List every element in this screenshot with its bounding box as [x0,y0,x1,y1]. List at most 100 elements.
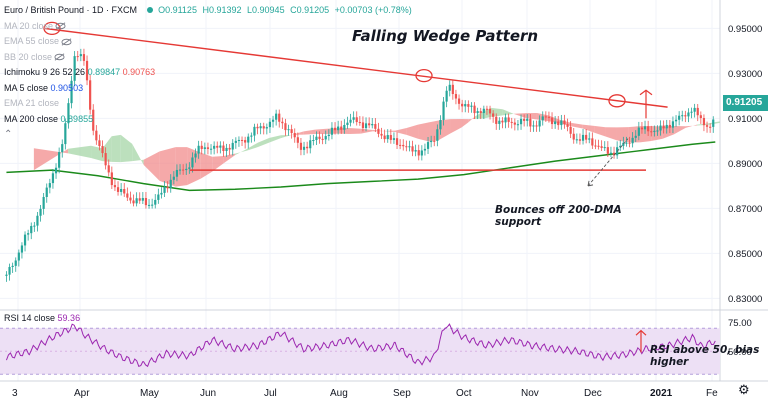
ichimoku-cloud-segment [406,124,419,139]
candle-body [203,147,206,149]
candle-body [151,204,154,206]
candle-body [420,150,423,156]
candle-body [572,133,575,140]
candle-body [433,140,436,142]
candle-body [436,129,439,141]
candle-body [678,115,681,120]
candle-body [141,198,144,201]
indicator-ema21[interactable]: EMA 21 close [4,98,60,108]
candle-body [662,125,665,129]
rsi-tick-label: 75.00 [728,318,752,329]
ichimoku-cloud-segment [349,127,361,134]
candle-body [36,215,39,226]
candle-body [200,145,203,149]
candle-body [640,127,644,130]
ichimoku-cloud-segment [685,124,697,128]
candle-body [523,118,526,121]
indicator-bb20[interactable]: BB 20 close [4,50,415,66]
indicator-ma200[interactable]: MA 200 close 0.89855 [4,113,94,124]
candle-body [386,135,389,140]
candle-body [631,137,634,144]
eye-hidden-icon[interactable] [61,38,72,46]
candle-body [98,140,101,147]
chevron-up-icon[interactable]: ⌃ [4,129,13,140]
ichimoku-cloud-segment [525,112,537,120]
indicator-ma20[interactable]: MA 20 close [4,19,415,35]
candle-body [178,169,182,171]
price-tick-label: 0.87000 [728,204,762,215]
time-tick-label: Nov [521,388,539,399]
candle-body [244,140,247,143]
candle-body [674,119,678,122]
candle-body [11,265,14,267]
candle-body [588,138,591,140]
candle-body [423,148,427,151]
candle-body [501,120,504,123]
symbol-name[interactable]: Euro / British Pound · 1D · FXCM [4,5,138,15]
candle-body [461,103,464,107]
candle-body [457,98,461,104]
candle-body [364,123,368,129]
candle-body [529,118,532,127]
indicator-ema55[interactable]: EMA 55 close [4,34,415,50]
candle-body [284,123,287,131]
candle-body [402,144,405,147]
time-tick-label: Oct [456,388,472,399]
candle-body [634,135,637,138]
candle-body [268,121,272,128]
candle-body [42,196,45,209]
candle-body [492,113,495,117]
candle-body [637,127,640,136]
candle-body [581,134,585,141]
eye-hidden-icon[interactable] [55,22,66,30]
eye-hidden-icon[interactable] [54,53,65,61]
candle-body [346,122,349,125]
candle-body [253,126,256,136]
candle-body [389,135,392,140]
legend-header: Euro / British Pound · 1D · FXCM O0.9112… [4,3,415,19]
legend-collapse[interactable]: ⌃ [4,127,415,143]
candle-body [17,252,20,261]
candle-body [656,130,659,132]
ichimoku-cloud-segment [662,126,675,139]
candle-body [594,145,597,147]
ichimoku-cloud-segment [91,145,103,162]
ichimoku-cloud-segment [246,142,258,151]
ichimoku-cloud-segment [120,134,133,163]
candle-body [603,147,606,149]
ichimoku-cloud-segment [303,129,316,135]
candle-body [532,125,535,127]
candle-body [479,111,482,114]
candle-body [526,118,529,121]
gear-icon[interactable]: ⚙ [738,382,750,397]
indicator-ichimoku[interactable]: Ichimoku 9 26 52 26 0.89847 0.90763 [4,67,156,77]
candle-body [591,138,594,146]
candle-body [498,120,501,124]
projection-arrowhead [587,180,594,187]
candle-body [513,122,516,125]
candle-body [408,146,411,148]
wedge-resistance-line [44,27,668,108]
candle-body [554,121,557,125]
candle-body [126,193,129,198]
ichimoku-cloud-segment [187,147,201,186]
candle-body [411,146,414,152]
candle-body [327,134,330,137]
candle-body [240,139,244,141]
candle-body [27,233,30,235]
time-tick-label: 2021 [650,388,673,399]
rsi-legend[interactable]: RSI 14 close 59.36 [4,313,80,323]
ichimoku-cloud-segment [235,149,247,156]
candle-body [333,127,337,131]
candle-body [154,199,157,205]
candle-body [709,126,712,128]
ichimoku-cloud-segment [628,126,640,143]
candle-body [417,150,420,156]
ichimoku-cloud-segment [582,124,595,133]
indicator-ma5[interactable]: MA 5 close 0.90503 [4,82,84,93]
candle-body [560,120,563,126]
ichimoku-cloud-segment [696,123,709,126]
ichimoku-cloud-segment [571,122,583,129]
ichimoku-cloud-segment [418,122,430,142]
